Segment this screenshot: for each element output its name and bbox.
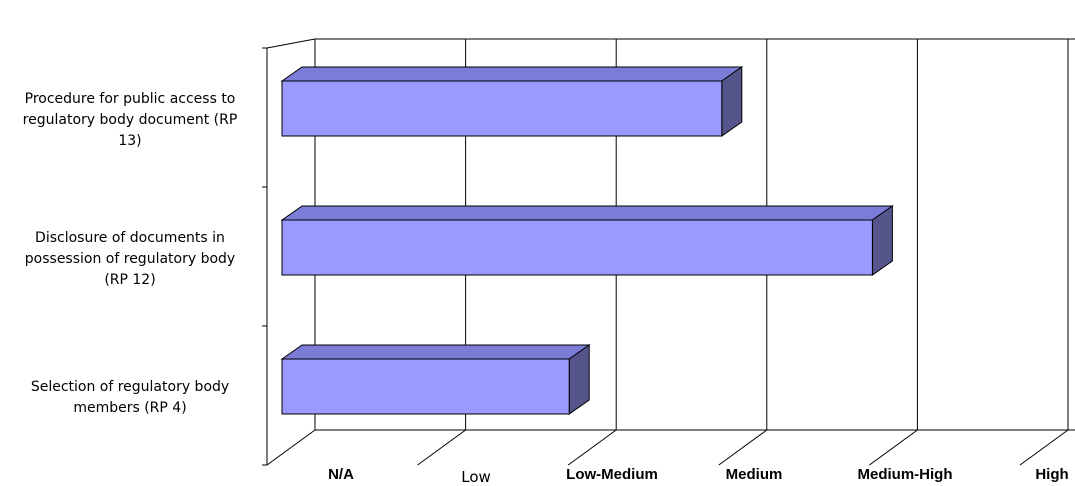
x-tick-label: N/A xyxy=(328,466,354,483)
x-tick-label: Medium-High xyxy=(857,466,953,483)
bar xyxy=(280,205,894,276)
bar-front-face xyxy=(281,80,723,137)
floor-gridline xyxy=(869,429,918,466)
bar-top-face xyxy=(280,344,591,360)
x-tick-label: Low-Medium xyxy=(566,466,658,483)
bar-top-face xyxy=(280,66,744,82)
floor-gridline xyxy=(417,429,466,466)
category-label: Procedure for public access to regulator… xyxy=(22,91,238,149)
floor-gridline xyxy=(1019,429,1069,466)
bar-front-face xyxy=(281,219,873,276)
category-label: Selection of regulatory body members (RP… xyxy=(30,379,230,416)
floor-gridline xyxy=(718,429,768,466)
x-tick-label: Medium xyxy=(725,466,783,483)
bar-top-face xyxy=(280,205,894,221)
floor-left-edge xyxy=(266,429,316,466)
bars xyxy=(280,66,894,415)
side-wall-top xyxy=(266,38,316,49)
floor-gridline xyxy=(567,429,617,466)
category-label: Disclosure of documents in possession of… xyxy=(24,230,236,288)
bar xyxy=(280,344,591,415)
bar-front-face xyxy=(281,358,570,415)
bar xyxy=(280,66,744,137)
x-tick-label: Low xyxy=(461,468,491,486)
x-tick-label: High xyxy=(1035,466,1069,483)
